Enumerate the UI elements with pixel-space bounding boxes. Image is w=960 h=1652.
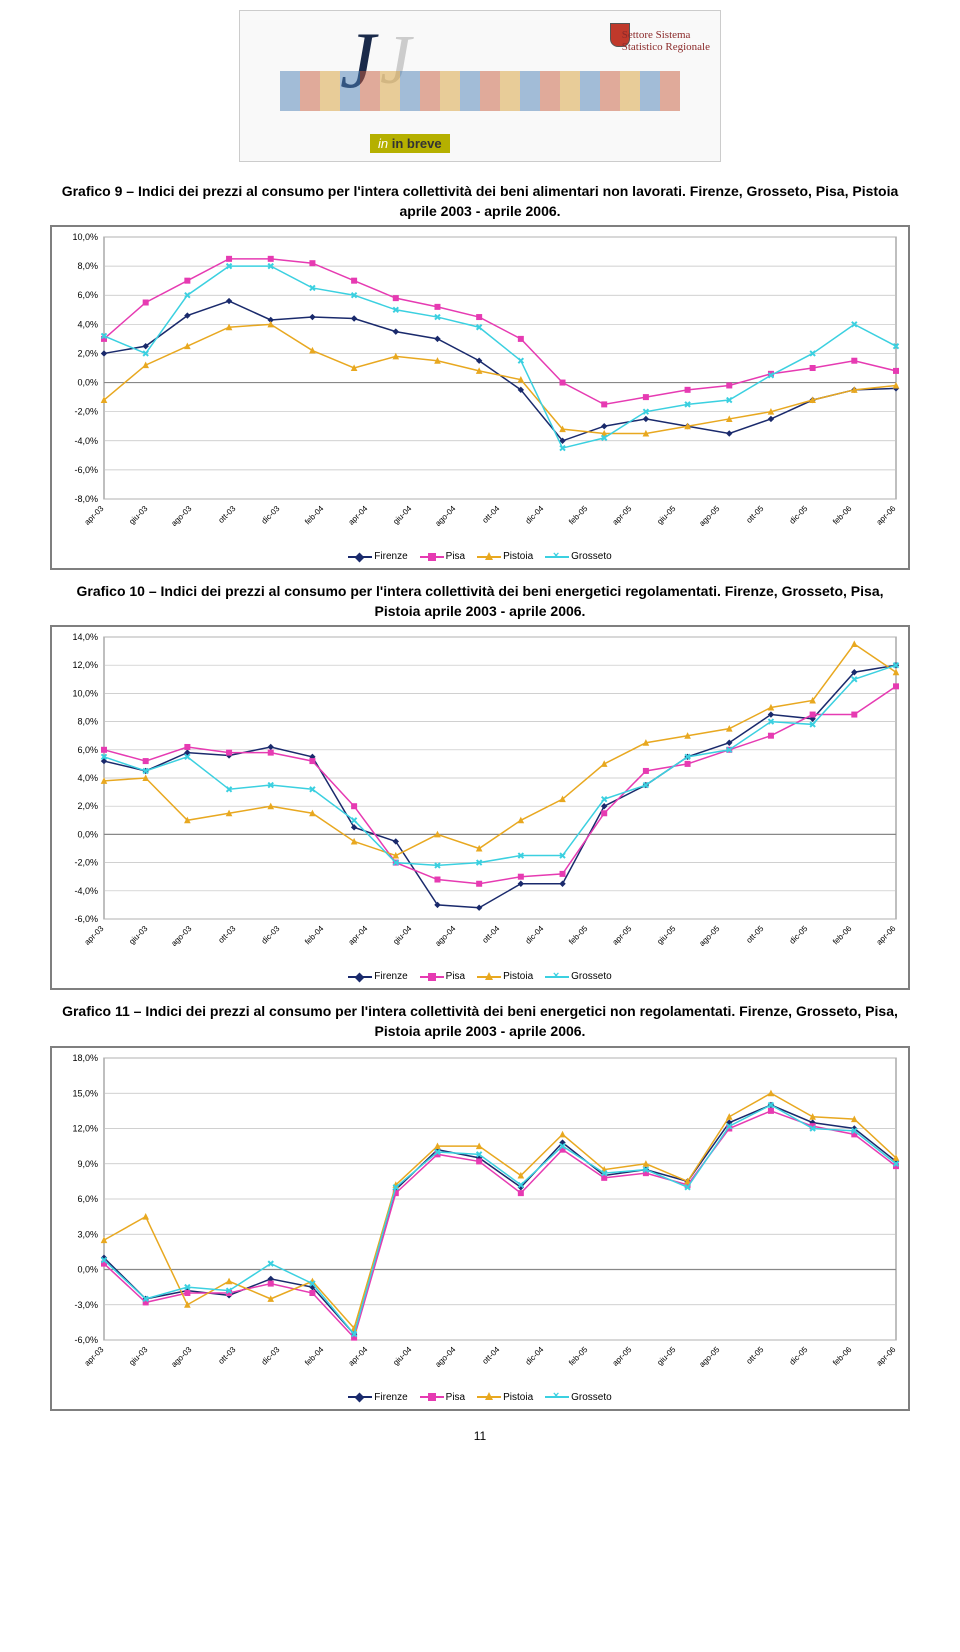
legend-item-pisa: Pisa — [420, 551, 465, 562]
svg-text:6,0%: 6,0% — [77, 1194, 98, 1204]
svg-text:12,0%: 12,0% — [72, 661, 98, 671]
svg-text:-4,0%: -4,0% — [74, 886, 98, 896]
svg-text:2,0%: 2,0% — [77, 802, 98, 812]
chart10-title: Grafico 10 – Indici dei prezzi al consum… — [60, 582, 900, 621]
svg-text:0,0%: 0,0% — [77, 378, 98, 388]
chart10-legend: Firenze Pisa Pistoia ×Grosseto — [52, 967, 908, 988]
svg-text:3,0%: 3,0% — [77, 1229, 98, 1239]
svg-text:8,0%: 8,0% — [77, 261, 98, 271]
svg-text:-2,0%: -2,0% — [74, 407, 98, 417]
chart9-title: Grafico 9 – Indici dei prezzi al consumo… — [60, 182, 900, 221]
svg-text:4,0%: 4,0% — [77, 773, 98, 783]
page-number: 11 — [40, 1429, 920, 1443]
chart9-legend: Firenze Pisa Pistoia ×Grosseto — [52, 547, 908, 568]
svg-text:6,0%: 6,0% — [77, 290, 98, 300]
svg-text:10,0%: 10,0% — [72, 232, 98, 242]
svg-text:14,0%: 14,0% — [72, 632, 98, 642]
charts-container: Grafico 9 – Indici dei prezzi al consumo… — [40, 182, 920, 1411]
svg-text:4,0%: 4,0% — [77, 320, 98, 330]
svg-text:8,0%: 8,0% — [77, 717, 98, 727]
svg-text:-6,0%: -6,0% — [74, 465, 98, 475]
svg-text:15,0%: 15,0% — [72, 1088, 98, 1098]
logo-tiles — [280, 71, 680, 111]
chart10: 14,0% 12,0% 10,0% 8,0% 6,0% 4,0% 2,0% 0,0% -2,0%… — [50, 625, 910, 990]
in-breve-badge: in in breve — [370, 134, 450, 153]
svg-text:-6,0%: -6,0% — [74, 914, 98, 924]
legend-item-firenze: Firenze — [348, 551, 407, 562]
svg-text:2,0%: 2,0% — [77, 349, 98, 359]
legend-item-firenze: Firenze — [348, 971, 407, 982]
svg-text:10,0%: 10,0% — [72, 689, 98, 699]
legend-item-grosseto: ×Grosseto — [545, 1392, 612, 1403]
chart9: 10,0% 8,0% 6,0% 4,0% 2,0% 0,0% -2,0% -4,0% -6,0%… — [50, 225, 910, 570]
header-logo: J J Settore Sistema Statistico Regionale… — [239, 10, 721, 162]
svg-text:-8,0%: -8,0% — [74, 494, 98, 504]
svg-text:18,0%: 18,0% — [72, 1053, 98, 1063]
legend-item-pistoia: Pistoia — [477, 971, 533, 982]
svg-text:9,0%: 9,0% — [77, 1158, 98, 1168]
svg-text:-6,0%: -6,0% — [74, 1335, 98, 1345]
chart11-legend: Firenze Pisa Pistoia ×Grosseto — [52, 1388, 908, 1409]
legend-item-pistoia: Pistoia — [477, 1392, 533, 1403]
svg-text:-4,0%: -4,0% — [74, 436, 98, 446]
legend-item-pisa: Pisa — [420, 1392, 465, 1403]
svg-text:12,0%: 12,0% — [72, 1123, 98, 1133]
legend-item-pistoia: Pistoia — [477, 551, 533, 562]
legend-item-firenze: Firenze — [348, 1392, 407, 1403]
svg-text:6,0%: 6,0% — [77, 745, 98, 755]
svg-text:0,0%: 0,0% — [77, 830, 98, 840]
header-subtitle: Settore Sistema Statistico Regionale — [622, 29, 710, 53]
chart11-title: Grafico 11 – Indici dei prezzi al consum… — [60, 1002, 900, 1041]
svg-text:-2,0%: -2,0% — [74, 858, 98, 868]
svg-text:0,0%: 0,0% — [77, 1264, 98, 1274]
svg-text:-3,0%: -3,0% — [74, 1299, 98, 1309]
legend-item-grosseto: ×Grosseto — [545, 971, 612, 982]
chart11: 18,0% 15,0% 12,0% 9,0% 6,0% 3,0% 0,0% -3,0% -6,0… — [50, 1046, 910, 1411]
legend-item-grosseto: ×Grosseto — [545, 551, 612, 562]
legend-item-pisa: Pisa — [420, 971, 465, 982]
